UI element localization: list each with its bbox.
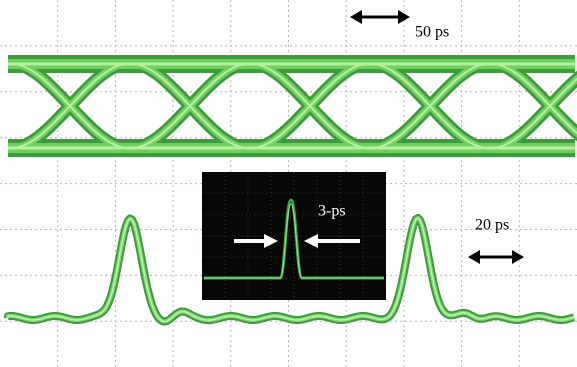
top-scale-label: 50 ps xyxy=(415,24,449,41)
oscilloscope-screenshot: 3-ps 50 ps 20 ps xyxy=(0,0,577,367)
inset-label: 3-ps xyxy=(318,203,346,220)
inset: 3-ps xyxy=(202,172,386,300)
bottom-scale-label: 20 ps xyxy=(475,217,509,234)
